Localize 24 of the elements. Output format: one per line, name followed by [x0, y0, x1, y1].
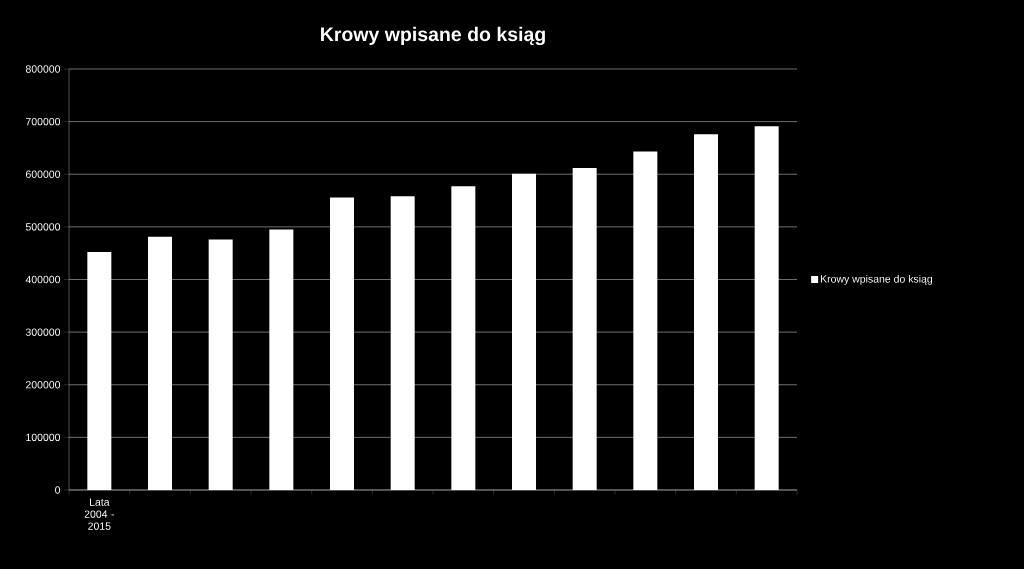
- y-tick-label: 500000: [25, 223, 61, 231]
- y-tick-label: 300000: [25, 328, 61, 336]
- x-tick-label: Lata 2004 - 2015: [84, 498, 115, 530]
- y-tick-label: 0: [55, 486, 61, 494]
- bar: [87, 252, 112, 490]
- bar: [694, 134, 719, 490]
- y-tick-label: 400000: [25, 275, 61, 284]
- chart-title: Krowy wpisane do ksiąg: [321, 26, 545, 46]
- bar: [330, 197, 355, 490]
- bar: [572, 167, 597, 490]
- y-tick-label: 200000: [25, 381, 61, 389]
- bar: [208, 239, 233, 490]
- bar: [451, 186, 476, 490]
- bar: [512, 173, 537, 490]
- legend-label: Krowy wpisane do ksiąg: [820, 274, 933, 285]
- bar: [633, 151, 658, 490]
- y-tick-label: 100000: [26, 433, 61, 442]
- bar: [754, 126, 779, 490]
- y-tick-label: 700000: [25, 117, 61, 126]
- y-tick-label: 600000: [25, 170, 61, 178]
- bar: [269, 229, 294, 490]
- bar: [148, 236, 173, 490]
- bar: [390, 196, 415, 490]
- y-tick-label: 800000: [25, 65, 61, 73]
